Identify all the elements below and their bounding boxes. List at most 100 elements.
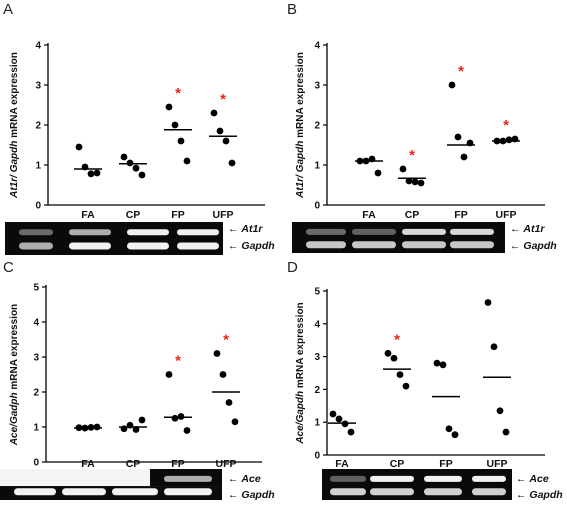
x-category-label: FA [335,458,349,470]
x-category-label: UFP [487,458,508,470]
data-point [177,137,185,145]
data-point [390,354,398,362]
panel-letter: A [3,1,13,18]
gel-band-name: At1r [522,223,545,235]
significance-star: * [409,147,415,164]
arrow-icon: ← [228,240,241,252]
y-tick-label: 2 [314,121,320,132]
gel-band-top [370,475,414,482]
arrow-icon: ← [516,473,529,485]
gel-band-bottom [352,241,396,249]
significance-star: * [175,353,181,370]
gel-image [292,222,505,253]
panel-letter: D [287,259,298,276]
data-point [210,109,218,117]
gel-band-bottom [306,241,346,249]
data-point [484,299,492,306]
arrow-icon: ← [516,489,529,500]
y-tick-label: 3 [33,353,39,364]
data-point [138,416,146,424]
data-point [417,179,425,187]
data-point [93,169,101,177]
y-axis-label: At1r/ Gapdh mRNA expression [9,52,20,199]
data-point [496,407,504,415]
arrow-icon: ← [228,223,241,235]
gel-band-top [127,229,169,236]
x-category-label: FP [454,209,467,221]
gel-band-label: ← Gapdh [228,489,275,500]
data-point [374,169,382,177]
data-point [165,103,173,111]
gel-band-top [19,229,53,236]
y-tick-label: 2 [35,121,41,132]
gel-band-bottom [424,488,462,496]
gel-image [5,222,223,255]
significance-star: * [394,331,400,348]
y-tick-label: 4 [35,41,41,52]
x-category-label: FP [171,458,184,470]
gel-band-label: ← Ace [516,473,549,485]
data-point [93,423,101,431]
data-point [183,157,191,165]
gel-image [0,469,222,500]
gel-band-label: ← Gapdh [510,240,557,252]
y-axis-label-part: Ace/Gadph [9,392,20,446]
x-category-label: CP [390,458,405,470]
arrow-icon: ← [228,473,241,485]
y-tick-label: 4 [33,318,39,329]
significance-star: * [223,332,229,349]
y-axis-label-part: mRNA expression [295,52,306,141]
x-category-label: CP [126,458,141,470]
y-axis-label: At1r/ Gapdh mRNA expression [295,52,306,199]
data-point [329,410,337,418]
y-tick-label: 0 [33,458,39,469]
gel-band-bottom [472,488,506,496]
gel-band-bottom [402,241,446,249]
gel-background [5,222,223,255]
gel-background [292,222,505,253]
arrow-icon: ← [510,240,523,252]
panel-letter: B [287,1,297,18]
gel-band-top [472,475,506,482]
arrow-icon: ← [510,223,523,235]
x-category-label: FP [439,458,452,470]
data-point [165,371,173,378]
data-point [222,137,230,145]
y-tick-label: 1 [33,423,39,434]
y-axis-label: Ace/Gadph mRNA expression [9,304,20,446]
y-tick-label: 4 [314,41,320,52]
data-point [448,81,456,89]
x-category-label: FA [81,209,95,221]
y-tick-label: 1 [35,161,41,172]
y-tick-label: 0 [35,201,41,212]
x-category-label: FA [81,458,95,470]
data-point [505,136,513,144]
gel-band-label: ← Gapdh [516,489,563,500]
gel-band-bottom [330,488,366,496]
y-tick-label: 2 [33,388,39,399]
y-axis-label: Ace/Gapdh mRNA expression [295,302,306,444]
gel-band-bottom [19,242,53,250]
data-point [120,153,128,161]
gel-band-label: ← At1r [228,223,263,235]
arrow-icon: ← [228,489,241,500]
gel-band-bottom [112,488,158,496]
gel-image [322,469,512,500]
gel-band-bottom [450,241,494,249]
data-point [384,349,392,357]
gel-band-bottom [164,488,212,496]
data-point [502,428,510,436]
significance-star: * [220,91,226,108]
data-point [460,153,468,161]
data-point [454,133,462,141]
gel-band-top [424,475,462,482]
x-category-label: CP [126,209,141,221]
x-category-label: FP [171,209,184,221]
gel-band-label: ← Gapdh [228,240,275,252]
data-point [228,159,236,167]
data-point [347,428,355,436]
panel-letter: C [3,259,14,276]
data-point [138,171,146,179]
panel-C: C Ace/Gadph mRNA expression 0 1 2 3 4 5 FA CP FP * U… [0,259,275,501]
data-point [87,170,95,178]
